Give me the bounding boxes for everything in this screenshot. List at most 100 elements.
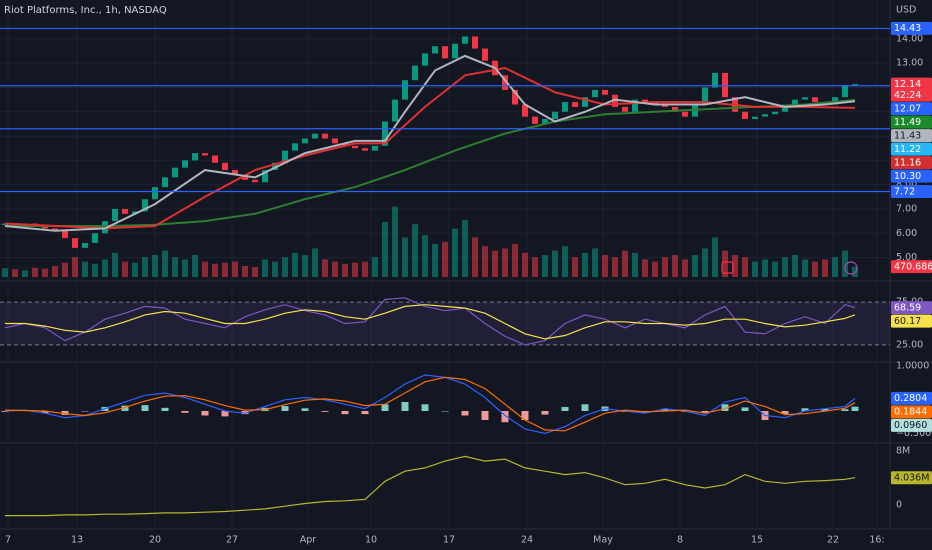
volume-bar bbox=[292, 252, 298, 277]
volume-bar bbox=[822, 259, 828, 277]
volume-bar bbox=[92, 263, 98, 277]
volume-bar bbox=[202, 261, 208, 277]
indicator-line bbox=[4, 374, 856, 435]
volume-bar bbox=[422, 235, 428, 277]
volume-bar bbox=[742, 257, 748, 277]
candle bbox=[422, 53, 428, 66]
volume-bar bbox=[842, 250, 848, 277]
volume-bar bbox=[222, 262, 228, 277]
alert-icon[interactable] bbox=[844, 261, 858, 275]
candle bbox=[722, 72, 728, 98]
candle bbox=[62, 230, 68, 239]
volume-bar bbox=[282, 257, 288, 277]
volume-bar bbox=[242, 266, 248, 277]
volume-bar bbox=[502, 248, 508, 277]
macd-histogram-bar bbox=[161, 407, 169, 411]
volume-bar bbox=[472, 237, 478, 277]
macd-histogram-bar bbox=[221, 410, 229, 417]
macd-histogram-bar bbox=[581, 404, 589, 411]
volume-bar bbox=[452, 228, 458, 277]
price-badge bbox=[891, 21, 932, 35]
candle bbox=[432, 46, 438, 54]
macd-histogram-bar bbox=[341, 410, 349, 415]
macd-histogram-bar bbox=[301, 408, 309, 411]
candle bbox=[232, 170, 238, 175]
x-tick-label: 27 bbox=[226, 535, 238, 546]
volume-bar bbox=[262, 259, 268, 277]
volume-bar bbox=[302, 255, 308, 277]
price-badge-label: 0.2804 bbox=[894, 393, 927, 404]
x-tick-label: 16: bbox=[869, 535, 884, 546]
volume-bar bbox=[182, 259, 188, 277]
indicator-line bbox=[4, 376, 856, 432]
candle bbox=[272, 162, 278, 171]
volume-bar bbox=[82, 261, 88, 277]
volume-bar bbox=[442, 241, 448, 277]
price-badge-label: 7.72 bbox=[894, 186, 915, 197]
candle bbox=[202, 153, 208, 156]
candle bbox=[542, 119, 548, 124]
volume-bar bbox=[702, 248, 708, 277]
macd-histogram-bar bbox=[181, 410, 189, 413]
macd-histogram-bar bbox=[721, 404, 729, 411]
countdown-label: 42:24 bbox=[894, 90, 921, 101]
candle bbox=[472, 36, 478, 49]
volume-bar bbox=[432, 244, 438, 277]
volume-bar bbox=[352, 262, 358, 277]
volume-bar bbox=[732, 255, 738, 277]
price-badge-label: 0.1844 bbox=[894, 407, 927, 418]
indicator-line bbox=[4, 54, 856, 232]
x-tick-label: May bbox=[593, 535, 613, 546]
volume-bar bbox=[612, 257, 618, 277]
volume-bar bbox=[12, 269, 18, 277]
macd-histogram-bar bbox=[61, 410, 69, 416]
volume-bar bbox=[772, 261, 778, 277]
earnings-icon[interactable] bbox=[721, 261, 734, 274]
volume-bar bbox=[662, 257, 668, 277]
volume-bar bbox=[332, 261, 338, 277]
volume-bar bbox=[192, 255, 198, 277]
price-badge-label: 12.07 bbox=[894, 103, 921, 114]
price-badge bbox=[891, 77, 932, 102]
candle bbox=[72, 238, 78, 248]
volume-bar bbox=[582, 252, 588, 277]
axis-unit: USD bbox=[896, 5, 916, 16]
volume-bar bbox=[672, 255, 678, 277]
price-badge bbox=[891, 301, 932, 315]
volume-bar bbox=[392, 206, 398, 277]
price-badge bbox=[891, 156, 932, 170]
y-tick-label: 5.00 bbox=[896, 252, 917, 263]
macd-histogram-bar bbox=[241, 410, 249, 415]
candle bbox=[622, 106, 628, 112]
y-tick-label: 7.00 bbox=[896, 203, 917, 214]
candle bbox=[152, 187, 158, 200]
volume-bar bbox=[62, 262, 68, 277]
macd-histogram-bar bbox=[381, 404, 389, 411]
candle bbox=[452, 43, 458, 59]
macd-histogram-bar bbox=[41, 410, 49, 414]
price-badge bbox=[891, 129, 932, 143]
candle bbox=[762, 114, 768, 117]
candle bbox=[632, 99, 638, 112]
volume-bar bbox=[552, 250, 558, 277]
candle bbox=[312, 133, 318, 139]
price-badge-label: 11.22 bbox=[894, 144, 921, 155]
volume-bar bbox=[72, 257, 78, 277]
candle bbox=[682, 111, 688, 117]
candle bbox=[812, 97, 818, 103]
macd-histogram-bar bbox=[401, 402, 409, 411]
candle bbox=[442, 46, 448, 59]
candle bbox=[302, 138, 308, 144]
candle bbox=[42, 225, 48, 229]
price-badge-label: 470.686K bbox=[894, 261, 932, 272]
candle bbox=[462, 36, 468, 44]
volume-bar bbox=[782, 257, 788, 277]
volume-bar bbox=[32, 267, 38, 277]
price-badge-label: 14.43 bbox=[894, 23, 921, 34]
candle bbox=[502, 75, 508, 90]
y-tick-label: 0 bbox=[896, 499, 902, 510]
candle bbox=[712, 72, 718, 88]
price-badge bbox=[891, 184, 932, 198]
volume-bar bbox=[142, 257, 148, 277]
